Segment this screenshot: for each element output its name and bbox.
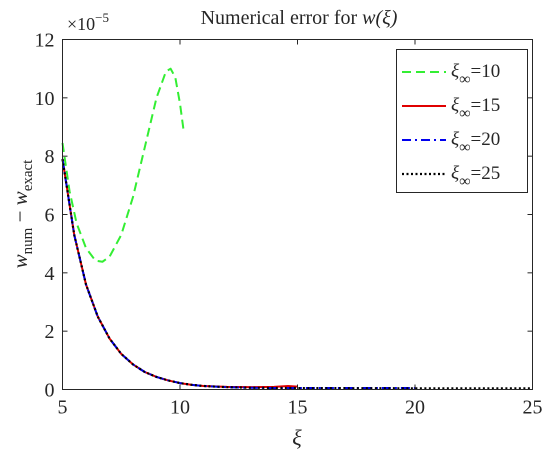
legend-box	[396, 49, 528, 193]
chart-title: Numerical error for w(ξ)	[201, 7, 398, 29]
x-tick-label: 15	[288, 397, 308, 419]
y-axis-label-base1: w	[8, 254, 32, 268]
y-tick-label: 0	[45, 380, 55, 402]
y-tick-label: 2	[45, 321, 55, 343]
x-tick-label: 5	[58, 397, 68, 419]
y-exponent-power: −5	[95, 10, 109, 25]
y-axis-label-sub1: num	[20, 227, 36, 254]
y-tick-label: 6	[45, 205, 55, 227]
y-axis-label-sub2: exact	[20, 159, 36, 191]
y-tick-label: 12	[35, 30, 55, 52]
y-tick-label: 10	[35, 88, 55, 110]
legend-label-sub: ∞	[459, 139, 470, 156]
series-line-4	[61, 158, 533, 390]
legend-label-symbol: ξ	[451, 129, 460, 150]
series-line-1	[61, 67, 185, 263]
y-axis-label: wnum − wexact	[8, 159, 36, 269]
legend-label: ξ∞=25	[451, 163, 500, 190]
plot-area	[61, 67, 533, 390]
y-axis-label-base2: w	[8, 191, 32, 205]
axis-ticks: 5 10 15 20 25 0 2 4 6 8 10 12	[35, 30, 543, 419]
legend-label: ξ∞=15	[451, 95, 500, 122]
y-tick-label: 8	[45, 146, 55, 168]
legend-label-symbol: ξ	[451, 163, 460, 184]
legend-label-sub: ∞	[459, 173, 470, 190]
chart-title-prefix: Numerical error for	[201, 7, 363, 29]
legend-label-symbol: ξ	[451, 95, 460, 116]
chart-title-expr: w(ξ)	[362, 7, 398, 29]
x-tick-label: 10	[170, 397, 190, 419]
x-tick-label: 25	[523, 397, 543, 419]
legend-label-value: =25	[471, 163, 501, 184]
legend-label: ξ∞=20	[451, 129, 500, 156]
y-exponent-label: ×10−5	[67, 10, 109, 34]
legend-label-sub: ∞	[459, 71, 470, 88]
legend-label-symbol: ξ	[451, 61, 460, 82]
legend: ξ∞=10ξ∞=15ξ∞=20ξ∞=25	[396, 49, 528, 193]
legend-entries: ξ∞=10ξ∞=15ξ∞=20ξ∞=25	[402, 61, 500, 190]
legend-label-value: =20	[471, 129, 501, 150]
y-tick-label: 4	[45, 263, 55, 285]
x-axis-label: ξ	[292, 425, 302, 450]
legend-label: ξ∞=10	[451, 61, 500, 88]
legend-label-value: =15	[471, 95, 501, 116]
series-line-3	[61, 158, 415, 390]
y-axis-label-op: −	[8, 205, 32, 227]
legend-label-value: =10	[471, 61, 501, 82]
legend-label-sub: ∞	[459, 105, 470, 122]
x-tick-label: 20	[405, 397, 425, 419]
y-exponent-base: ×10	[67, 14, 95, 34]
